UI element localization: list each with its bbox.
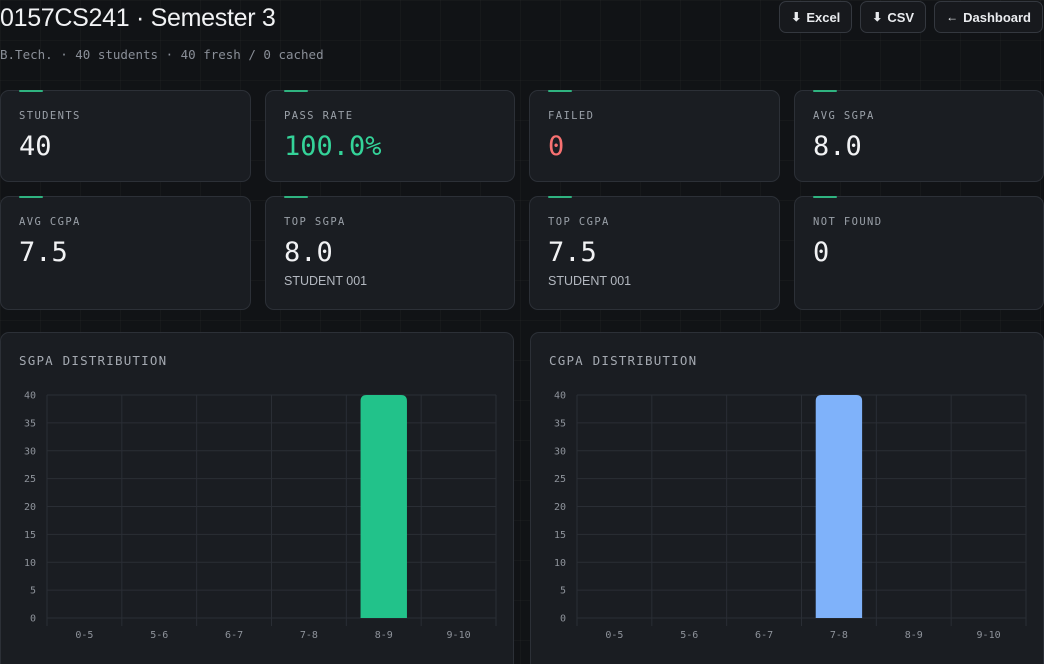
export-csv-label: CSV (887, 9, 915, 25)
stat-card-top-cgpa: TOP CGPA 7.5 STUDENT 001 (529, 196, 780, 310)
x-tick-label: 5-6 (150, 630, 168, 641)
card-accent (19, 196, 43, 198)
chart-title: SGPA DISTRIBUTION (19, 353, 168, 368)
y-tick-label: 40 (554, 391, 566, 402)
y-tick-label: 5 (30, 586, 36, 597)
card-accent (284, 90, 308, 92)
stat-value: 7.5 (548, 237, 597, 268)
stat-label: NOT FOUND (813, 216, 883, 228)
stat-label: STUDENTS (19, 110, 81, 122)
page-subtitle: B.Tech. · 40 students · 40 fresh / 0 cac… (0, 47, 324, 62)
stat-card-avg-cgpa: AVG CGPA 7.5 (0, 196, 251, 310)
bar-8-9[interactable] (360, 395, 407, 618)
card-accent (813, 90, 837, 92)
stat-label: AVG CGPA (19, 216, 81, 228)
card-accent (284, 196, 308, 198)
x-tick-label: 7-8 (300, 630, 318, 641)
header-actions: ⬇ Excel ⬇ CSV ← Dashboard (779, 1, 1043, 33)
x-tick-label: 5-6 (680, 630, 698, 641)
x-tick-label: 0-5 (605, 630, 623, 641)
export-csv-button[interactable]: ⬇ CSV (860, 1, 927, 33)
y-tick-label: 25 (554, 474, 566, 485)
x-tick-label: 6-7 (755, 630, 773, 641)
card-accent (813, 196, 837, 198)
stat-label: FAILED (548, 110, 595, 122)
sgpa-distribution-chart: 0 5 10 15 20 25 30 35 40 0-5 5-6 6-7 7-8 8-9 9-10 (24, 391, 497, 641)
x-tick-label: 8-9 (375, 630, 393, 641)
y-tick-label: 10 (554, 558, 566, 569)
download-icon: ⬇ (791, 10, 802, 24)
stat-label: PASS RATE (284, 110, 354, 122)
dashboard-label: Dashboard (963, 9, 1031, 25)
bar-7-8[interactable] (815, 395, 863, 618)
stat-value: 40 (19, 131, 52, 162)
chart-title: CGPA DISTRIBUTION (549, 353, 698, 368)
stat-card-students: STUDENTS 40 (0, 90, 251, 182)
card-accent (19, 90, 43, 92)
y-tick-label: 15 (554, 530, 566, 541)
y-tick-label: 20 (554, 502, 566, 513)
x-tick-label: 8-9 (905, 630, 923, 641)
stat-value: 7.5 (19, 237, 68, 268)
cgpa-distribution-panel: CGPA DISTRIBUTION 0 5 10 15 20 25 30 35 40 0-5 5-6… (530, 332, 1044, 664)
y-tick-label: 30 (554, 446, 566, 457)
stat-label: TOP SGPA (284, 216, 346, 228)
export-excel-label: Excel (806, 9, 841, 25)
stat-label: TOP CGPA (548, 216, 610, 228)
card-accent (548, 196, 572, 198)
y-tick-label: 35 (554, 418, 566, 429)
stat-card-failed: FAILED 0 (529, 90, 780, 182)
y-tick-label: 5 (560, 586, 566, 597)
y-tick-label: 0 (560, 614, 566, 625)
card-accent (548, 90, 572, 92)
y-tick-label: 0 (30, 614, 36, 625)
y-tick-label: 20 (24, 502, 36, 513)
x-tick-label: 9-10 (447, 630, 471, 641)
y-tick-label: 40 (24, 391, 36, 402)
export-excel-button[interactable]: ⬇ Excel (779, 1, 853, 33)
stat-card-pass-rate: PASS RATE 100.0% (265, 90, 515, 182)
sgpa-distribution-panel: SGPA DISTRIBUTION 0 5 10 15 20 25 30 35 40 0-5 5-6… (0, 332, 514, 664)
page-title: 0157CS241 · Semester 3 (0, 4, 276, 32)
stat-label: AVG SGPA (813, 110, 875, 122)
stat-student-name: STUDENT 001 (548, 274, 632, 288)
x-tick-label: 7-8 (830, 630, 848, 641)
download-icon: ⬇ (872, 10, 883, 24)
y-tick-label: 35 (24, 418, 36, 429)
stat-value: 8.0 (813, 131, 862, 162)
x-tick-label: 0-5 (75, 630, 93, 641)
y-tick-label: 15 (24, 530, 36, 541)
x-tick-label: 9-10 (977, 630, 1001, 641)
stat-value: 100.0% (284, 131, 382, 162)
stat-card-avg-sgpa: AVG SGPA 8.0 (794, 90, 1044, 182)
y-tick-label: 25 (24, 474, 36, 485)
back-to-dashboard-button[interactable]: ← Dashboard (934, 1, 1043, 33)
stat-student-name: STUDENT 001 (284, 274, 368, 288)
stat-card-top-sgpa: TOP SGPA 8.0 STUDENT 001 (265, 196, 515, 310)
cgpa-distribution-chart: 0 5 10 15 20 25 30 35 40 0-5 5-6 6-7 7-8 8-9 9-10 (554, 391, 1027, 641)
arrow-left-icon: ← (946, 10, 959, 24)
stat-value: 8.0 (284, 237, 333, 268)
stat-card-not-found: NOT FOUND 0 (794, 196, 1044, 310)
stat-value: 0 (548, 131, 565, 162)
y-tick-label: 10 (24, 558, 36, 569)
x-tick-label: 6-7 (225, 630, 243, 641)
y-tick-label: 30 (24, 446, 36, 457)
stat-value: 0 (813, 237, 830, 268)
